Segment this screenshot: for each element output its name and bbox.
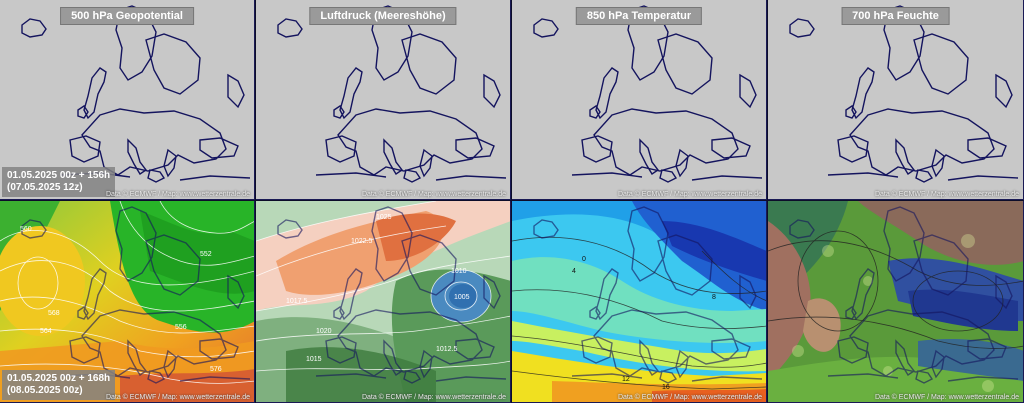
panel-geopotential-map: 560 568 564 556 552 576 01.05.2025 00z +… <box>0 201 255 403</box>
contour-label: 556 <box>175 324 187 331</box>
credit-text: Data © ECMWF / Map: www.wetterzentrale.d… <box>617 394 762 401</box>
contour-label: 1005 <box>454 294 470 301</box>
panel-humidity-top: 700 hPa Feuchte Data © ECMWF / Map: www.… <box>768 0 1024 200</box>
contour-label: 1010 <box>451 268 467 275</box>
geopotential-field: 560 568 564 556 552 576 <box>0 201 254 402</box>
credit-text: Data © ECMWF / Map: www.wetterzentrale.d… <box>361 191 506 198</box>
empty-map <box>512 0 766 199</box>
credit-text: Data © ECMWF / Map: www.wetterzentrale.d… <box>105 191 250 198</box>
contour-label: 552 <box>200 251 212 258</box>
credit-text: Data © ECMWF / Map: www.wetterzentrale.d… <box>874 191 1019 198</box>
panel-humidity-map: Data © ECMWF / Map: www.wetterzentrale.d… <box>768 201 1024 403</box>
empty-map <box>256 0 510 199</box>
credit-text: Data © ECMWF / Map: www.wetterzentrale.d… <box>361 394 506 401</box>
pressure-field: 1022.5 1025 1017.5 1020 1015 1012.5 1010… <box>256 201 510 402</box>
credit-text: Data © ECMWF / Map: www.wetterzentrale.d… <box>617 191 762 198</box>
contour-label: 4 <box>572 268 576 275</box>
temperature-field: 0 4 8 12 16 <box>512 201 766 402</box>
empty-map <box>0 0 254 199</box>
panel-title: 500 hPa Geopotential <box>60 7 194 25</box>
stamp-line-1: 01.05.2025 00z + 168h <box>7 373 111 384</box>
empty-map <box>768 0 1023 199</box>
credit-text: Data © ECMWF / Map: www.wetterzentrale.d… <box>874 394 1019 401</box>
stamp-line-2: (07.05.2025 12z) <box>7 182 83 193</box>
panel-pressure-map: 1022.5 1025 1017.5 1020 1015 1012.5 1010… <box>256 201 511 403</box>
contour-label: 564 <box>40 328 52 335</box>
panel-pressure-top: Luftdruck (Meereshöhe) Data © ECMWF / Ma… <box>256 0 511 200</box>
humidity-field <box>768 201 1023 402</box>
contour-label: 560 <box>20 226 32 233</box>
contour-label: 1017.5 <box>286 298 308 305</box>
contour-label: 1012.5 <box>436 346 458 353</box>
panel-title: 850 hPa Temperatur <box>575 7 703 25</box>
panel-title: 700 hPa Feuchte <box>841 7 950 25</box>
contour-label: 0 <box>582 256 586 263</box>
panel-temperature-map: 0 4 8 12 16 Data © ECMWF / Map: www.wett… <box>512 201 767 403</box>
stamp-line-2: (08.05.2025 00z) <box>7 385 83 396</box>
stamp-line-1: 01.05.2025 00z + 156h <box>7 170 111 181</box>
panel-title: Luftdruck (Meereshöhe) <box>309 7 457 25</box>
contour-label: 16 <box>662 384 670 391</box>
credit-text: Data © ECMWF / Map: www.wetterzentrale.d… <box>105 394 250 401</box>
contour-label: 1022.5 <box>351 238 373 245</box>
run-time-stamp: 01.05.2025 00z + 168h (08.05.2025 00z) <box>2 370 116 400</box>
contour-label: 8 <box>712 294 716 301</box>
contour-label: 568 <box>48 310 60 317</box>
contour-label: 576 <box>210 366 222 373</box>
contour-label: 1025 <box>376 214 392 221</box>
contour-label: 12 <box>622 376 630 383</box>
run-time-stamp: 01.05.2025 00z + 156h (07.05.2025 12z) <box>2 167 116 197</box>
panel-geopotential-top: 500 hPa Geopotential 01.05.2025 00z + 15… <box>0 0 255 200</box>
contour-label: 1015 <box>306 356 322 363</box>
panel-temperature-top: 850 hPa Temperatur Data © ECMWF / Map: w… <box>512 0 767 200</box>
contour-label: 1020 <box>316 328 332 335</box>
